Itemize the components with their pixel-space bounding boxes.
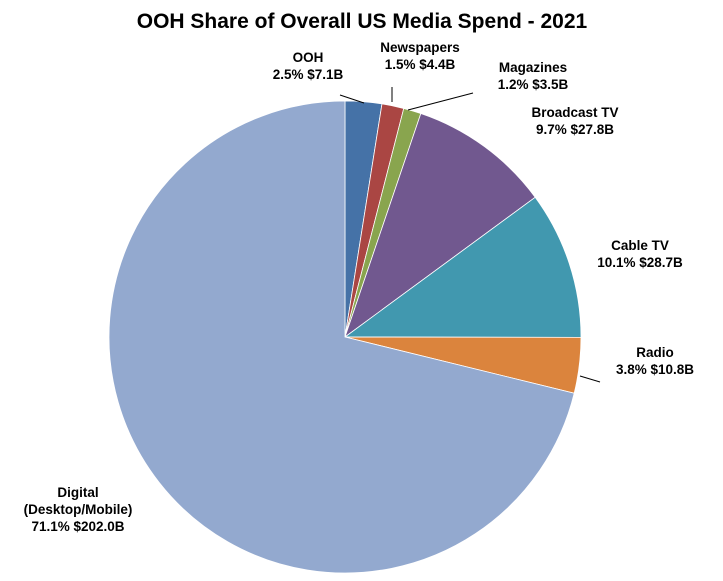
pie-slices (108, 100, 582, 574)
data-label-value: 9.7% $27.8B (536, 122, 614, 137)
leader-line (579, 375, 601, 383)
data-label: OOH 2.5% $7.1B (273, 50, 344, 82)
data-label-value: 71.1% $202.0B (31, 519, 124, 534)
data-labels: OOH 2.5% $7.1B Newspapers 1.5% $4.4B Magazin… (24, 40, 695, 534)
data-label: Magazines 1.2% $3.5B (498, 60, 569, 92)
data-label: Newspapers 1.5% $4.4B (380, 40, 460, 72)
data-label-category: Magazines (499, 60, 567, 75)
leader-line (339, 94, 365, 104)
leader-line (407, 92, 474, 111)
leader-lines (339, 87, 601, 383)
data-label-category: (Desktop/Mobile) (24, 502, 133, 517)
data-label-value: 2.5% $7.1B (273, 67, 344, 82)
data-label-category: Cable TV (611, 238, 669, 253)
data-label-category: Newspapers (380, 40, 460, 55)
data-label-value: 10.1% $28.7B (597, 255, 683, 270)
data-label: Cable TV 10.1% $28.7B (597, 238, 683, 270)
data-label: Digital (Desktop/Mobile) 71.1% $202.0B (24, 485, 133, 534)
data-label-category: Digital (57, 485, 98, 500)
data-label-value: 1.2% $3.5B (498, 77, 569, 92)
data-label-value: 3.8% $10.8B (616, 362, 694, 377)
pie-slice-digital-desktop-mobile (108, 100, 575, 574)
pie-slice-broadcast-tv (344, 113, 536, 339)
data-label-category: Radio (636, 345, 674, 360)
pie-slice-cable-tv (343, 196, 582, 338)
data-label: Radio 3.8% $10.8B (616, 345, 694, 377)
data-label-category: Broadcast TV (531, 105, 618, 120)
data-label-category: OOH (293, 50, 324, 65)
data-label: Broadcast TV 9.7% $27.8B (531, 105, 618, 137)
data-label-value: 1.5% $4.4B (385, 57, 456, 72)
chart-title: OOH Share of Overall US Media Spend - 20… (137, 10, 588, 33)
